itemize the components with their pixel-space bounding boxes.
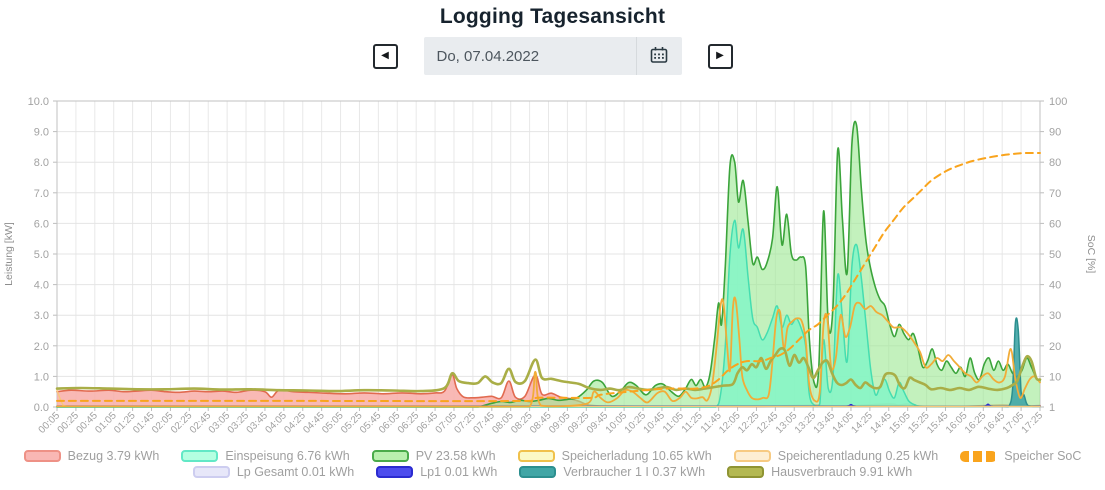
right-arrow-icon: ▶: [716, 50, 724, 61]
date-value: Do, 07.04.2022: [436, 47, 540, 65]
legend-item-speicherladung[interactable]: Speicherladung 10.65 kWh: [517, 449, 712, 463]
legend-swatch: [376, 466, 414, 478]
svg-text:1: 1: [1049, 402, 1055, 414]
svg-text:40: 40: [1049, 280, 1061, 292]
svg-text:11:25: 11:25: [680, 410, 705, 435]
legend-swatch: [371, 450, 409, 462]
svg-text:20: 20: [1049, 341, 1061, 353]
legend-item-pv[interactable]: PV 23.58 kWh: [371, 449, 496, 463]
svg-text:1.0: 1.0: [34, 371, 49, 383]
legend: Bezug 3.79 kWh Einspeisung 6.76 kWh PV 23.…: [0, 449, 1105, 479]
legend-item-verbraucher1[interactable]: Verbraucher 1 I 0.37 kWh: [519, 465, 705, 479]
legend-label: Speicher SoC: [1004, 449, 1082, 463]
legend-label: Einspeisung 6.76 kWh: [225, 449, 350, 463]
legend-label: Lp1 0.01 kWh: [420, 465, 498, 479]
legend-label: Lp Gesamt 0.01 kWh: [236, 465, 355, 479]
svg-text:5.0: 5.0: [34, 249, 49, 261]
legend-item-hausverbrauch[interactable]: Hausverbrauch 9.91 kWh: [727, 465, 912, 479]
calendar-button[interactable]: [635, 37, 682, 75]
svg-text:7.0: 7.0: [34, 188, 49, 200]
legend-label: Speicherentladung 0.25 kWh: [777, 449, 939, 463]
legend-label: Hausverbrauch 9.91 kWh: [771, 465, 913, 479]
svg-text:11:05: 11:05: [661, 410, 686, 435]
svg-text:9.0: 9.0: [34, 127, 49, 139]
svg-text:10.0: 10.0: [28, 96, 49, 108]
svg-text:60: 60: [1049, 218, 1061, 230]
svg-text:3.0: 3.0: [34, 310, 49, 322]
legend-item-lp_gesamt[interactable]: Lp Gesamt 0.01 kWh: [192, 465, 355, 479]
calendar-icon: [650, 46, 668, 67]
svg-text:70: 70: [1049, 188, 1061, 200]
legend-dashed-line-swatch: [960, 450, 998, 462]
next-day-button[interactable]: ▶: [707, 43, 733, 69]
legend-label: Verbraucher 1 I 0.37 kWh: [563, 465, 706, 479]
legend-swatch: [727, 466, 765, 478]
svg-text:SoC [%]: SoC [%]: [1085, 235, 1097, 274]
legend-row-2: Lp Gesamt 0.01 kWh Lp1 0.01 kWh Verbrauche…: [182, 465, 923, 479]
legend-label: Speicherladung 10.65 kWh: [561, 449, 712, 463]
svg-text:90: 90: [1049, 127, 1061, 139]
date-input[interactable]: Do, 07.04.2022: [423, 37, 682, 75]
svg-text:80: 80: [1049, 157, 1061, 169]
svg-text:10:45: 10:45: [642, 410, 668, 436]
legend-swatch: [192, 466, 230, 478]
legend-label: PV 23.58 kWh: [415, 449, 496, 463]
svg-text:8.0: 8.0: [34, 157, 49, 169]
svg-text:0.0: 0.0: [34, 402, 49, 414]
previous-day-button[interactable]: ◀: [372, 43, 398, 69]
legend-row-1: Bezug 3.79 kWh Einspeisung 6.76 kWh PV 23.…: [13, 449, 1093, 463]
svg-text:Leistung [kW]: Leistung [kW]: [3, 222, 15, 286]
left-arrow-icon: ◀: [381, 50, 389, 61]
svg-text:2.0: 2.0: [34, 341, 49, 353]
legend-swatch: [181, 450, 219, 462]
legend-swatch: [517, 450, 555, 462]
svg-text:100: 100: [1049, 96, 1067, 108]
legend-item-speicherentladung[interactable]: Speicherentladung 0.25 kWh: [733, 449, 939, 463]
legend-item-einspeisung[interactable]: Einspeisung 6.76 kWh: [181, 449, 350, 463]
svg-text:10: 10: [1049, 371, 1061, 383]
svg-text:17:25: 17:25: [1020, 410, 1046, 436]
chart-svg: 00:0500:2500:4501:0501:2501:4502:0502:25…: [3, 96, 1097, 436]
legend-swatch: [519, 466, 557, 478]
legend-label: Bezug 3.79 kWh: [67, 449, 160, 463]
svg-text:6.0: 6.0: [34, 218, 49, 230]
page-title: Logging Tagesansicht: [439, 5, 666, 28]
legend-item-speicher_soc[interactable]: Speicher SoC: [960, 449, 1081, 463]
legend-swatch: [23, 450, 61, 462]
svg-text:30: 30: [1049, 310, 1061, 322]
legend-swatch: [733, 450, 771, 462]
date-navigation: ◀ Do, 07.04.2022 ▶: [0, 37, 1105, 75]
svg-text:50: 50: [1049, 249, 1061, 261]
legend-item-bezug[interactable]: Bezug 3.79 kWh: [23, 449, 160, 463]
svg-text:4.0: 4.0: [34, 280, 49, 292]
legend-item-lp1[interactable]: Lp1 0.01 kWh: [376, 465, 497, 479]
